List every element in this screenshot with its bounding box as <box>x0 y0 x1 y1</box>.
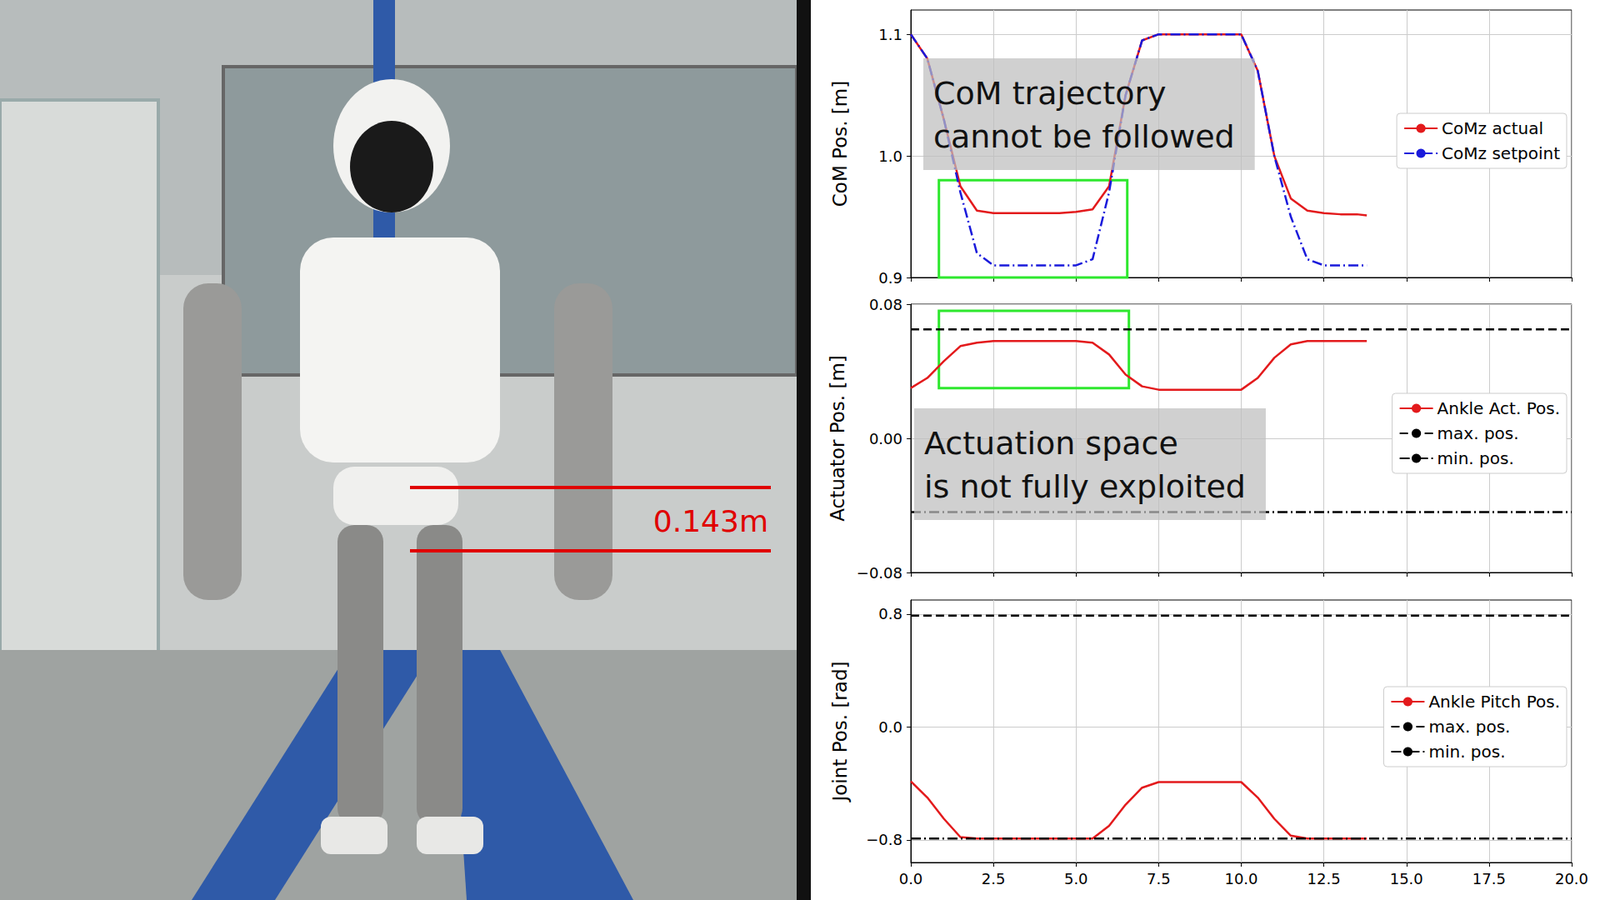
svg-text:Ankle Pitch Pos.: Ankle Pitch Pos. <box>1428 691 1560 712</box>
svg-text:0.143m: 0.143m <box>653 504 769 539</box>
svg-text:2.5: 2.5 <box>981 870 1006 888</box>
svg-text:Ankle Act. Pos.: Ankle Act. Pos. <box>1437 398 1560 419</box>
svg-text:1.0: 1.0 <box>878 147 903 165</box>
svg-text:−0.08: −0.08 <box>856 564 903 582</box>
svg-text:1.1: 1.1 <box>878 25 903 44</box>
svg-text:−0.8: −0.8 <box>865 830 903 849</box>
svg-text:20.0: 20.0 <box>1555 870 1589 888</box>
svg-text:0.0: 0.0 <box>899 870 924 888</box>
svg-text:0.9: 0.9 <box>878 269 903 287</box>
svg-text:Actuator Pos. [m]: Actuator Pos. [m] <box>826 355 849 522</box>
svg-text:12.5: 12.5 <box>1307 870 1341 888</box>
svg-text:is not fully exploited: is not fully exploited <box>924 468 1246 505</box>
svg-text:0.00: 0.00 <box>869 430 903 448</box>
svg-text:10.0: 10.0 <box>1224 870 1258 888</box>
svg-text:5.0: 5.0 <box>1064 870 1089 888</box>
svg-text:CoM trajectory: CoM trajectory <box>933 75 1167 112</box>
svg-text:cannot be followed: cannot be followed <box>933 118 1235 155</box>
svg-text:CoMz actual: CoMz actual <box>1441 118 1544 139</box>
svg-text:CoMz setpoint: CoMz setpoint <box>1441 143 1560 164</box>
svg-text:CoM Pos. [m]: CoM Pos. [m] <box>829 80 851 207</box>
svg-text:Joint Pos. [rad]: Joint Pos. [rad] <box>829 661 851 804</box>
svg-text:7.5: 7.5 <box>1146 870 1171 888</box>
svg-text:0.08: 0.08 <box>869 295 903 314</box>
svg-text:0.0: 0.0 <box>878 718 903 736</box>
svg-text:17.5: 17.5 <box>1472 870 1506 888</box>
svg-text:max. pos.: max. pos. <box>1437 423 1520 444</box>
svg-text:min. pos.: min. pos. <box>1437 448 1515 469</box>
svg-text:max. pos.: max. pos. <box>1428 716 1510 737</box>
svg-text:15.0: 15.0 <box>1390 870 1424 888</box>
svg-text:Actuation space: Actuation space <box>924 425 1179 462</box>
svg-text:0.8: 0.8 <box>878 605 903 623</box>
svg-text:min. pos.: min. pos. <box>1428 741 1505 762</box>
